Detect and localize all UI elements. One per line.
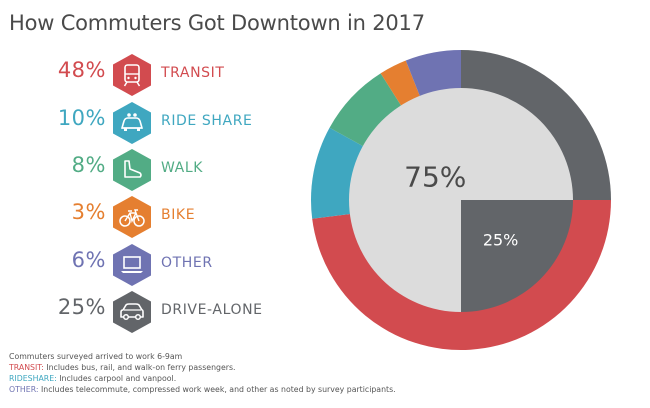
footnote-survey: Commuters surveyed arrived to work 6-9am	[9, 352, 183, 361]
legend-item-bike: 3% BIKE	[0, 195, 300, 239]
footnote-text: Includes bus, rail, and walk-on ferry pa…	[43, 363, 236, 373]
footnote-key: OTHER:	[9, 385, 39, 395]
legend-value: 3%	[71, 200, 106, 224]
legend-label: WALK	[161, 160, 204, 176]
legend-label: OTHER	[161, 255, 213, 271]
laptop-icon	[113, 244, 151, 286]
legend-label: RIDE SHARE	[161, 113, 253, 129]
carpool-icon	[113, 102, 151, 144]
footnote-text: Includes telecommute, compressed work we…	[38, 385, 396, 395]
legend-value: 8%	[71, 153, 106, 177]
footnotes: Commuters surveyed arrived to work 6-9am…	[9, 351, 396, 395]
chart-title: How Commuters Got Downtown in 2017	[9, 11, 425, 35]
footnote-text: Includes carpool and vanpool.	[56, 374, 177, 384]
footnote-transit: TRANSIT: Includes bus, rail, and walk-on…	[9, 362, 396, 373]
legend-item-other: 6% OTHER	[0, 243, 300, 287]
footnote-other: OTHER: Includes telecommute, compressed …	[9, 384, 396, 395]
train-icon	[113, 54, 151, 96]
legend-label: TRANSIT	[161, 65, 225, 81]
footnote-rideshare: RIDESHARE: Includes carpool and vanpool.	[9, 373, 396, 384]
legend-item-walk: 8% WALK	[0, 148, 300, 192]
legend: 48% TRANSIT 10% RIDE SHARE 8% WALK	[0, 0, 300, 340]
inner-value-label-25: 25%	[483, 231, 519, 250]
shoe-icon	[113, 149, 151, 191]
pie-chart: 75% 25%	[310, 50, 611, 351]
legend-item-transit: 48% TRANSIT	[0, 53, 300, 97]
legend-value: 48%	[57, 58, 106, 82]
inner-slice-25	[461, 200, 573, 312]
legend-label: DRIVE-ALONE	[161, 302, 263, 318]
car-icon	[113, 291, 151, 333]
footnote-key: RIDESHARE:	[9, 374, 57, 384]
legend-value: 10%	[57, 106, 106, 130]
inner-value-label-75: 75%	[404, 160, 466, 193]
footnote-key: TRANSIT:	[9, 363, 44, 373]
legend-item-ride-share: 10% RIDE SHARE	[0, 101, 300, 145]
bicycle-icon	[113, 196, 151, 238]
legend-item-drive-alone: 25% DRIVE-ALONE	[0, 290, 300, 334]
legend-label: BIKE	[161, 207, 196, 223]
legend-value: 25%	[57, 295, 106, 319]
inner-pie	[349, 88, 573, 312]
legend-value: 6%	[71, 248, 106, 272]
